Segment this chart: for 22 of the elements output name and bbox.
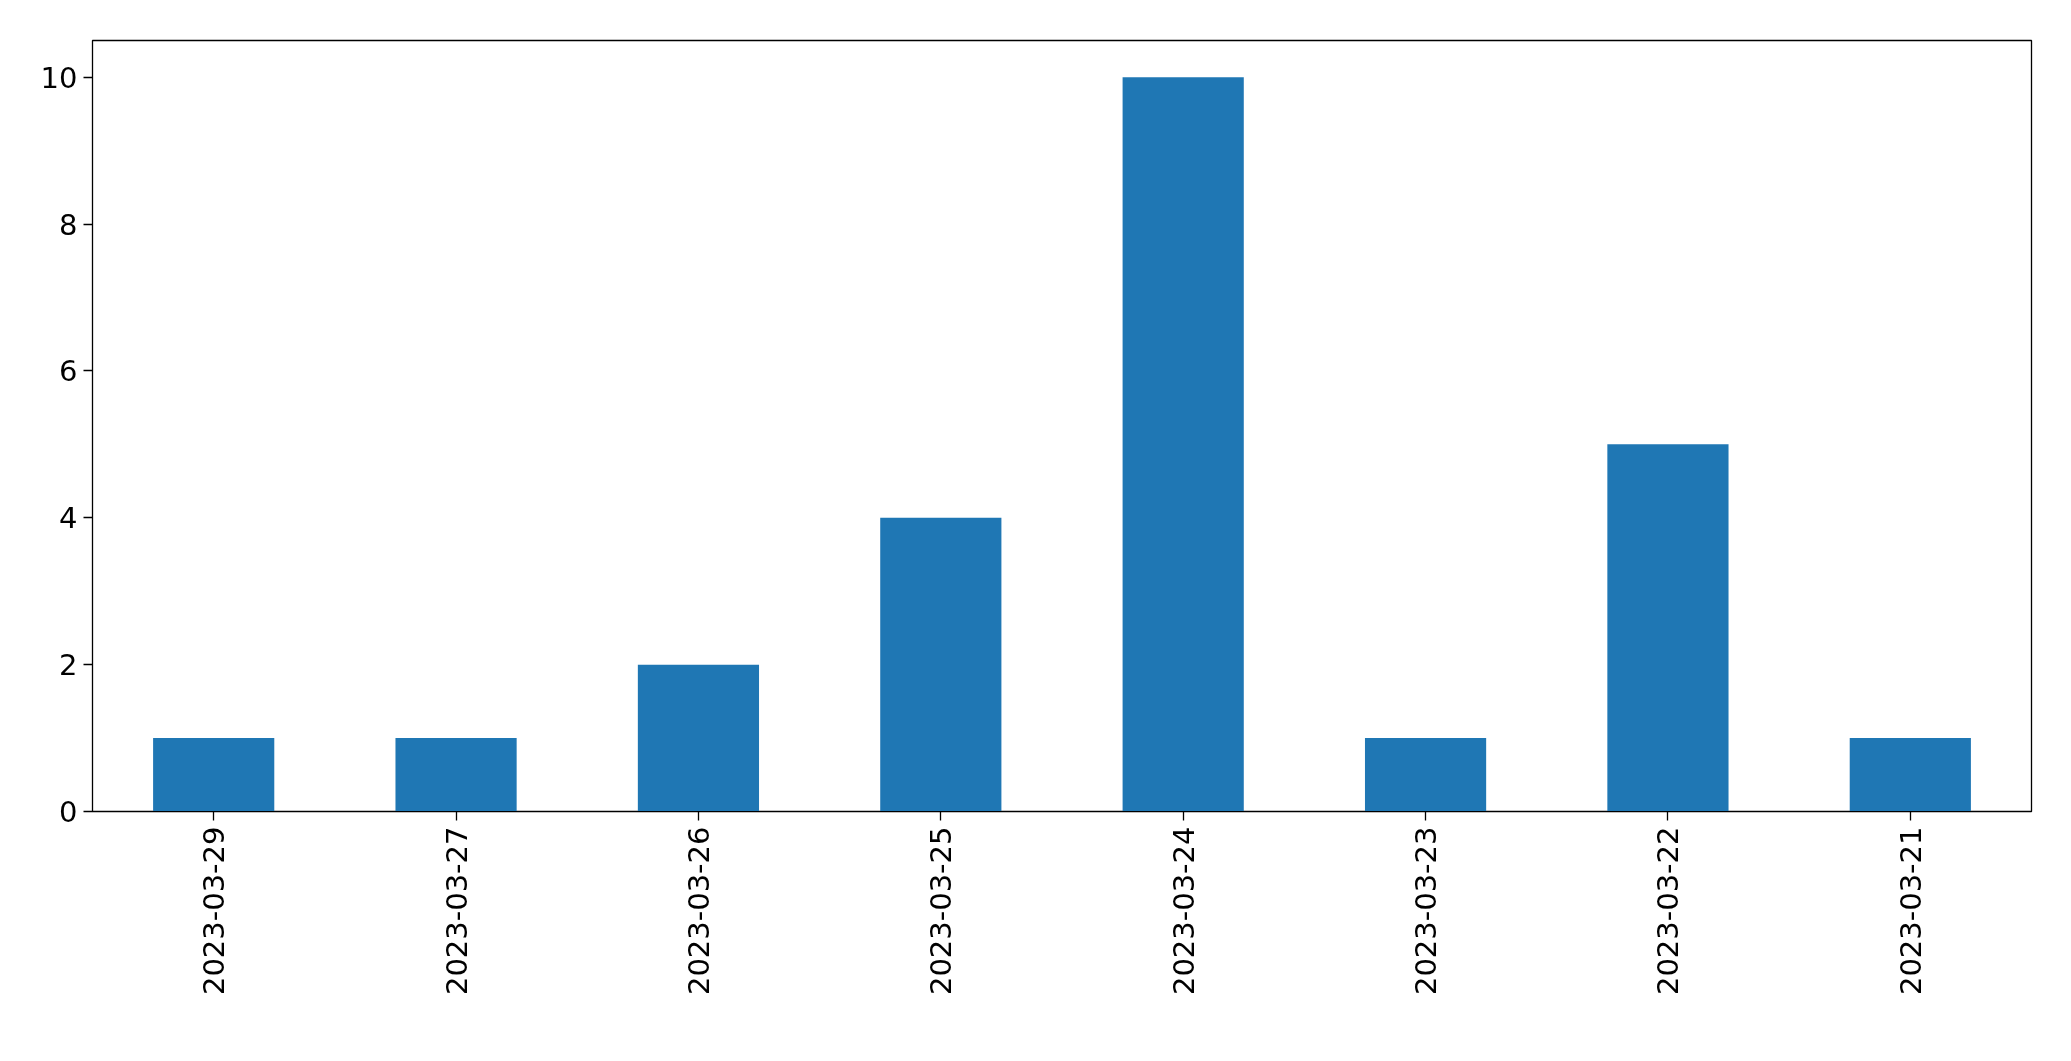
x-tick-label: 2023-03-24 <box>1166 826 1201 996</box>
x-tick-label: 2023-03-21 <box>1893 826 1928 996</box>
y-tick-label: 4 <box>59 501 78 536</box>
x-tick-label: 2023-03-25 <box>924 826 959 996</box>
x-tick-label: 2023-03-26 <box>681 826 716 996</box>
y-tick-label: 10 <box>40 60 78 95</box>
bar <box>880 517 1002 812</box>
bar <box>1849 738 1971 812</box>
y-tick-label: 0 <box>59 795 78 829</box>
bar <box>1364 738 1487 812</box>
bar <box>1122 77 1244 812</box>
y-tick-label: 2 <box>59 648 78 683</box>
y-tick-label: 6 <box>59 354 78 389</box>
x-tick-label: 2023-03-23 <box>1409 826 1444 996</box>
x-tick-label: 2023-03-29 <box>197 826 232 996</box>
x-tick-label: 2023-03-27 <box>439 826 474 996</box>
bar <box>1607 444 1729 812</box>
x-tick-label: 2023-03-22 <box>1651 826 1686 996</box>
bar <box>637 664 760 812</box>
bar <box>153 738 275 812</box>
y-tick-label: 8 <box>59 207 78 242</box>
bar <box>395 738 517 812</box>
